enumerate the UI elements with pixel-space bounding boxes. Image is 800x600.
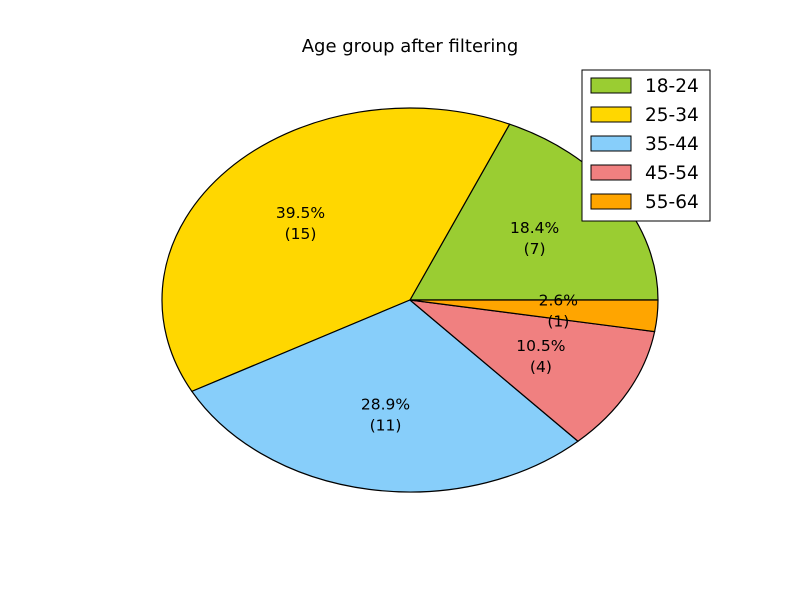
legend-swatch-55-64 bbox=[590, 193, 632, 210]
slice-count-label: (7) bbox=[524, 240, 546, 258]
legend-label: 45-54 bbox=[645, 163, 699, 184]
legend-items: 18-24 25-34 35-44 45-54 55-64 bbox=[590, 76, 699, 213]
legend-swatch-18-24 bbox=[590, 77, 632, 94]
slice-count-label: (15) bbox=[285, 225, 317, 243]
slice-percent-label: 10.5% bbox=[516, 337, 565, 355]
slice-percent-label: 18.4% bbox=[510, 219, 559, 237]
legend-swatch-45-54 bbox=[590, 164, 632, 181]
slice-count-label: (4) bbox=[530, 358, 552, 376]
slice-labels: 18.4% (7) 39.5% (15) 28.9% (11) 10.5% (4) 2.6% (1… bbox=[276, 204, 578, 435]
slice-count-label: (1) bbox=[547, 313, 569, 331]
legend-swatch-35-44 bbox=[590, 135, 632, 152]
legend-label: 25-34 bbox=[645, 105, 699, 126]
slice-percent-label: 28.9% bbox=[361, 396, 410, 414]
slice-count-label: (11) bbox=[370, 417, 402, 435]
pie-slice-35-44 bbox=[191, 299, 579, 493]
chart-title: Age group after filtering bbox=[302, 36, 519, 57]
legend-swatch-25-34 bbox=[590, 106, 632, 123]
pie-slice-45-54 bbox=[409, 299, 656, 442]
legend-label: 18-24 bbox=[645, 76, 699, 97]
pie-slice-55-64 bbox=[409, 299, 659, 333]
legend-label: 55-64 bbox=[645, 192, 699, 213]
legend-label: 35-44 bbox=[645, 134, 699, 155]
slice-percent-label: 2.6% bbox=[539, 292, 578, 310]
legend: 18-24 25-34 35-44 45-54 55-64 bbox=[581, 69, 711, 222]
pie-slices bbox=[161, 107, 659, 493]
slice-percent-label: 39.5% bbox=[276, 204, 325, 222]
pie-slice-25-34 bbox=[161, 107, 511, 392]
